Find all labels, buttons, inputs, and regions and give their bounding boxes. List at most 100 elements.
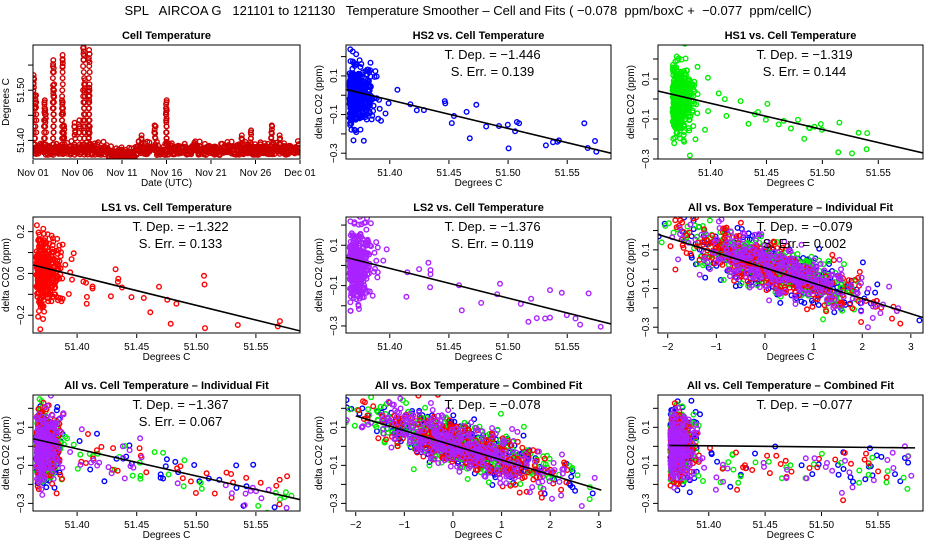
data-point <box>363 71 370 78</box>
data-point <box>294 138 300 145</box>
x-axis-label: Degrees C <box>767 352 815 363</box>
x-tick-label: Nov 01 <box>17 168 49 179</box>
data-point <box>859 259 866 266</box>
data-point <box>365 250 372 257</box>
data-point <box>40 250 47 257</box>
data-point <box>784 242 791 249</box>
data-point <box>793 271 800 278</box>
data-point <box>724 235 731 242</box>
panel-all-vs-cell-individual: All vs. Cell Temperature – Individual Fi… <box>1 380 301 540</box>
data-point <box>686 127 693 134</box>
x-tick-label: −1 <box>711 342 723 353</box>
data-point <box>276 318 283 325</box>
data-point <box>33 129 37 136</box>
data-point <box>348 111 355 118</box>
data-point <box>59 75 66 82</box>
data-point <box>61 141 68 148</box>
data-point <box>354 287 361 294</box>
data-point <box>747 267 754 274</box>
data-point <box>255 502 262 509</box>
data-point <box>840 294 847 301</box>
data-point <box>819 274 826 281</box>
data-point <box>702 126 709 133</box>
data-point <box>849 150 856 157</box>
data-point <box>359 236 366 243</box>
data-point <box>592 137 599 144</box>
x-tick-label: −2 <box>662 342 674 353</box>
data-point <box>366 87 373 94</box>
x-tick-label: 51.55 <box>555 342 580 353</box>
data-point <box>41 99 48 106</box>
data-point <box>50 147 57 154</box>
data-point <box>825 258 832 265</box>
data-point <box>219 351 224 356</box>
data-point <box>863 146 870 153</box>
data-point <box>44 291 51 298</box>
data-point <box>54 404 61 411</box>
data-point <box>716 225 723 232</box>
data-point <box>680 99 687 106</box>
data-point <box>355 240 362 247</box>
data-point <box>678 56 685 63</box>
data-point <box>752 243 759 250</box>
x-tick-label: 51.55 <box>866 168 891 179</box>
x-axis-label: Degrees C <box>455 352 503 363</box>
panel-title: LS1 vs. Cell Temperature <box>101 202 232 214</box>
data-point <box>49 105 56 112</box>
data-point <box>41 237 48 244</box>
fit-annotation: T. Dep. = −1.322 <box>132 219 228 234</box>
data-point <box>286 515 291 520</box>
data-point <box>59 57 66 64</box>
data-point <box>836 119 843 126</box>
data-point <box>728 259 735 266</box>
data-point <box>686 229 693 236</box>
data-point <box>808 271 815 278</box>
data-point <box>85 93 92 100</box>
data-point <box>758 231 765 238</box>
data-point <box>670 135 677 142</box>
data-point <box>820 277 827 284</box>
data-point <box>87 466 94 473</box>
data-point <box>775 121 782 128</box>
data-point <box>816 245 823 252</box>
data-point <box>821 267 828 274</box>
data-point <box>364 110 371 117</box>
data-point <box>112 266 119 273</box>
x-axis-label: Degrees C <box>767 178 815 189</box>
data-point <box>675 256 682 263</box>
data-point <box>788 266 795 273</box>
data-point <box>856 268 863 275</box>
data-point <box>59 69 66 76</box>
data-point <box>89 283 96 290</box>
data-point <box>276 496 283 503</box>
data-point <box>359 102 366 109</box>
data-point <box>160 475 167 482</box>
data-point <box>830 257 837 264</box>
data-point <box>147 309 154 316</box>
data-point <box>83 293 90 300</box>
data-point <box>360 137 367 144</box>
y-tick-label: 0.0 <box>16 266 27 280</box>
data-point <box>841 261 848 268</box>
data-point <box>295 149 300 156</box>
data-point <box>33 135 38 142</box>
data-point <box>712 238 719 245</box>
data-point <box>38 284 45 291</box>
data-point <box>143 469 150 476</box>
data-point <box>40 316 47 323</box>
data-point <box>872 289 879 296</box>
data-point <box>737 219 744 226</box>
x-tick-label: Nov 06 <box>62 168 94 179</box>
data-point <box>68 276 75 283</box>
data-point <box>672 112 679 119</box>
data-point <box>238 135 245 142</box>
data-point <box>791 277 798 284</box>
data-point <box>701 226 708 233</box>
data-point <box>823 308 830 315</box>
y-tick-label: 0.1 <box>329 69 340 83</box>
data-point <box>163 141 170 148</box>
data-point <box>160 449 167 456</box>
data-point <box>374 244 381 251</box>
data-point <box>466 135 473 142</box>
